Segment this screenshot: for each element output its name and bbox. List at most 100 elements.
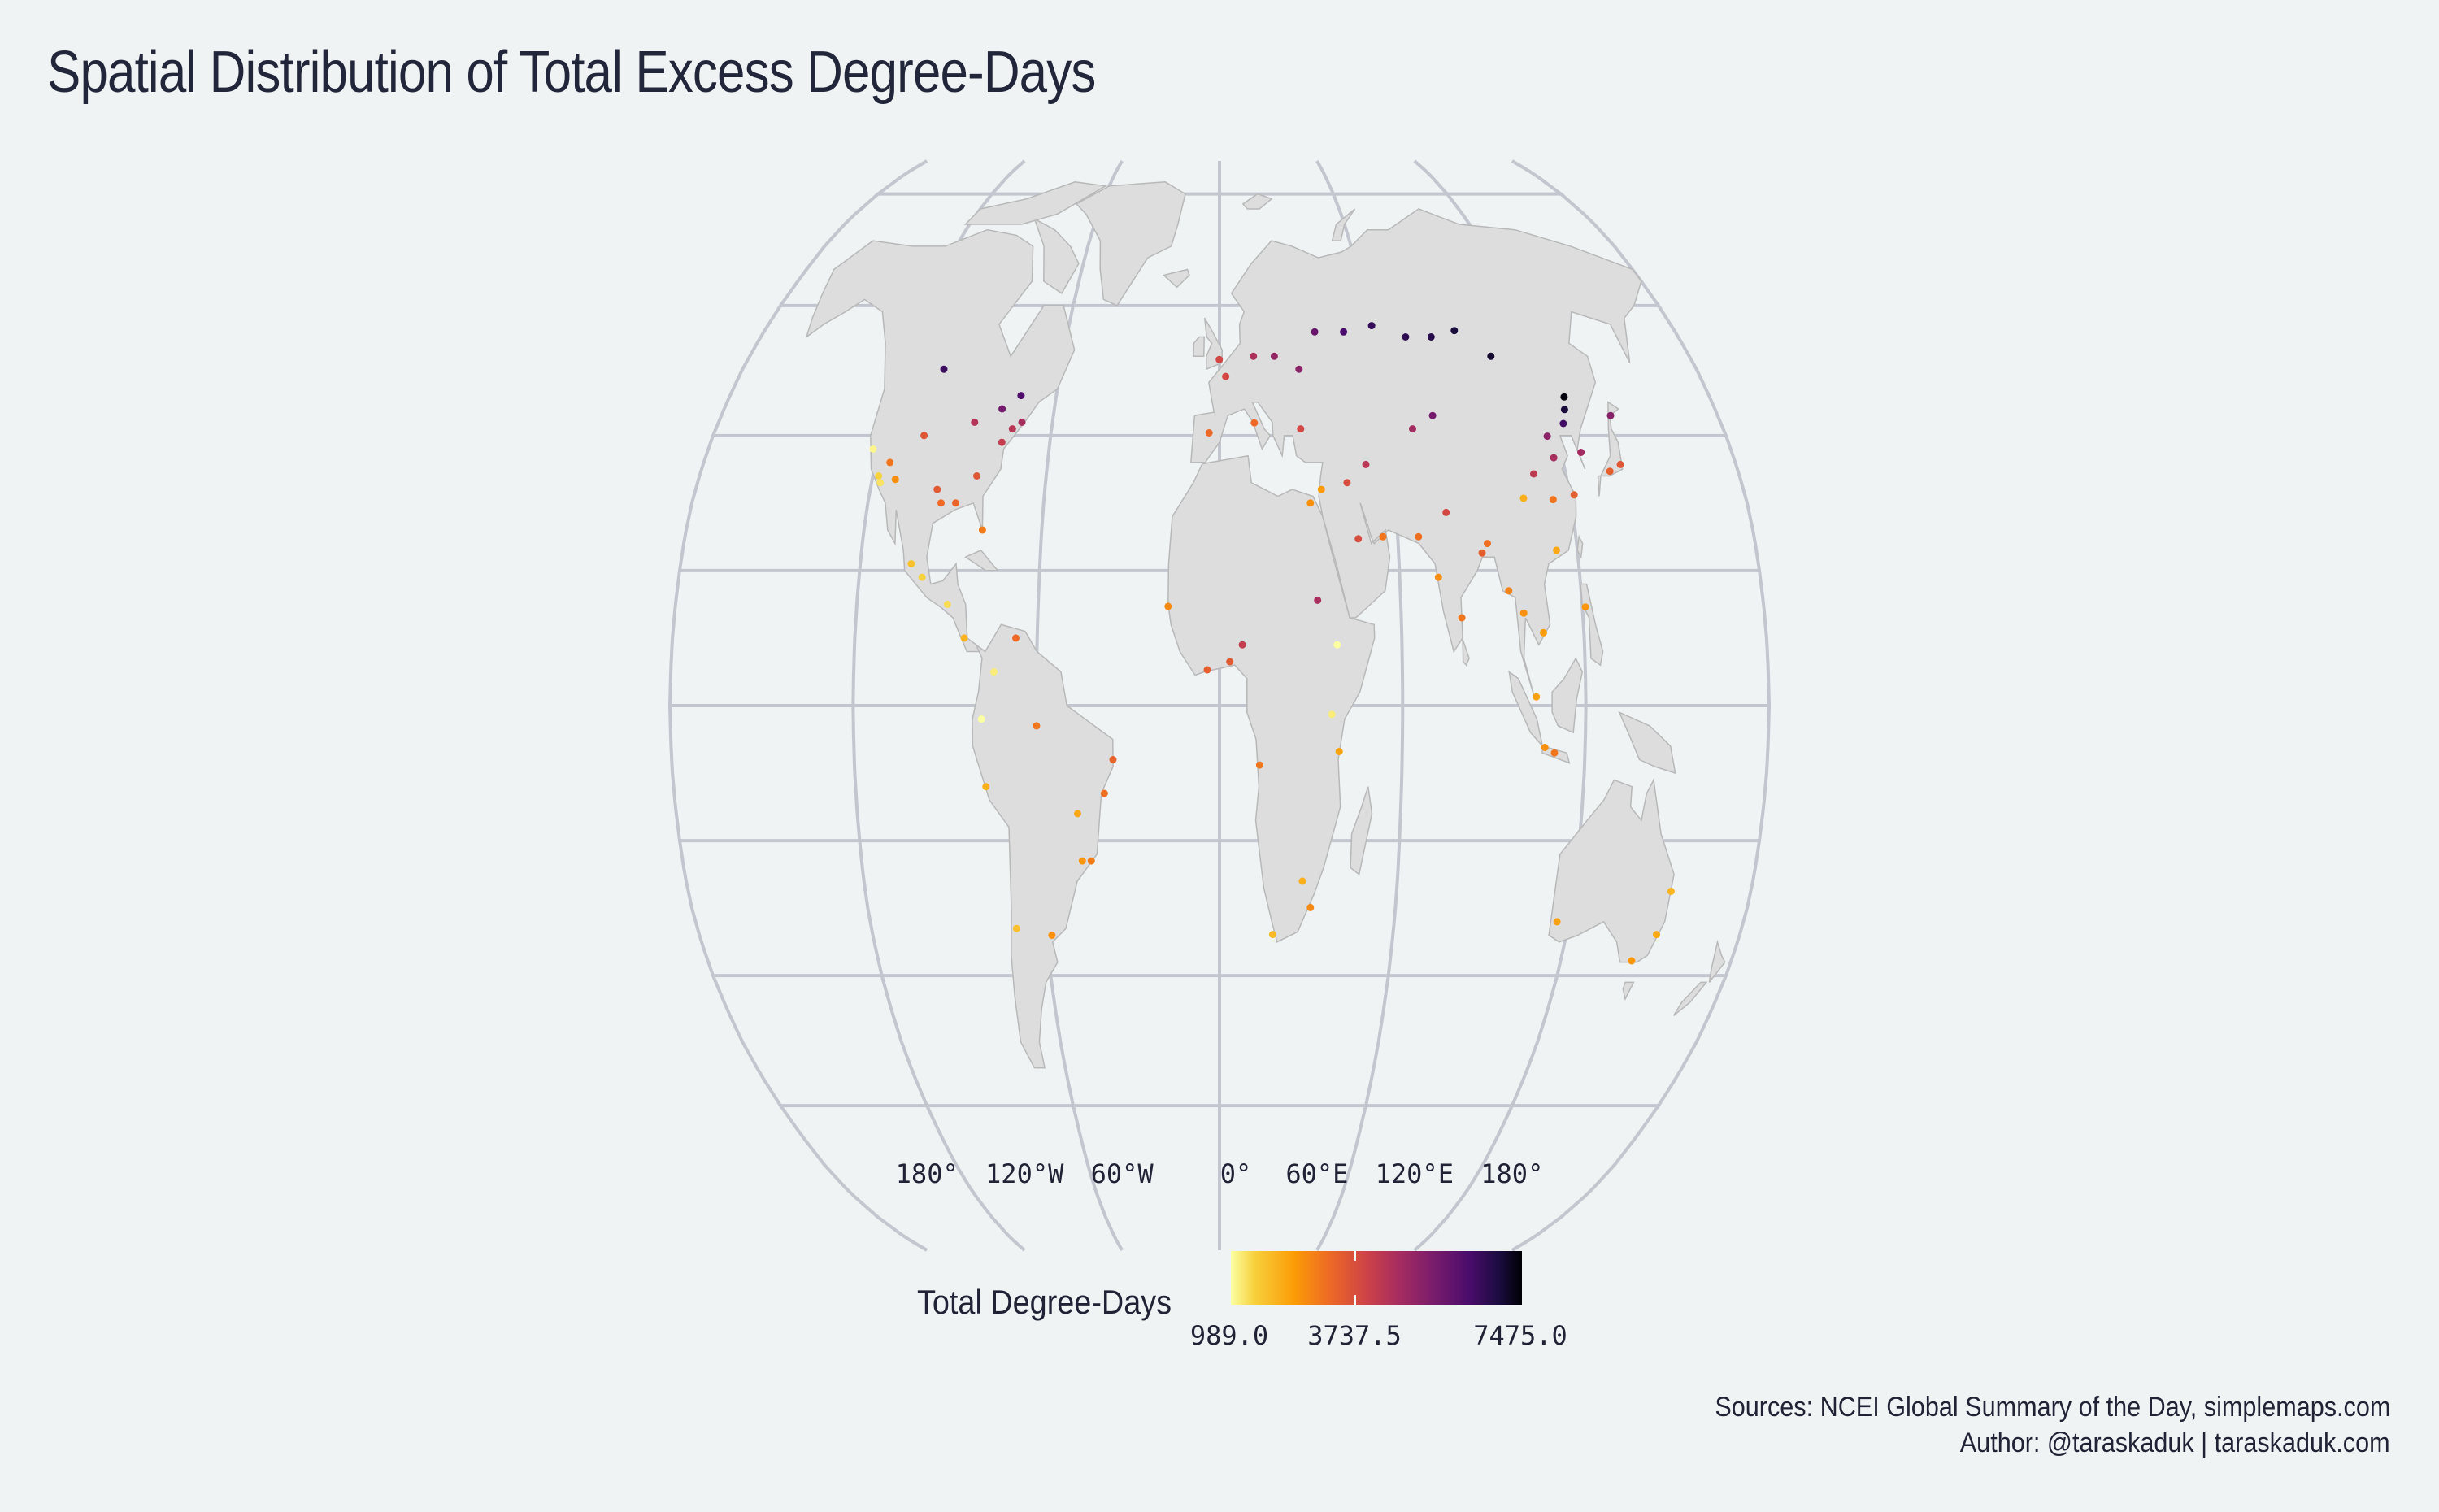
station-point — [1306, 499, 1315, 507]
station-point — [1250, 419, 1259, 427]
land-taiwan — [1576, 534, 1584, 559]
station-point — [886, 458, 894, 467]
station-point — [1298, 877, 1306, 885]
longitude-labels: 180° 120°W 60°W 0° 60°E 120°E 180° — [896, 1158, 1544, 1189]
station-point — [1335, 748, 1343, 755]
legend-colorbar — [1231, 1251, 1522, 1305]
station-point — [1427, 333, 1435, 341]
station-point — [1074, 810, 1081, 818]
longitude-label: 60°W — [1091, 1158, 1154, 1189]
station-point — [1311, 328, 1319, 336]
legend-tick-mark — [1354, 1295, 1356, 1305]
land-sri-lanka — [1462, 639, 1470, 667]
station-points — [869, 322, 1675, 965]
station-point — [1577, 449, 1585, 456]
station-point — [1560, 406, 1568, 414]
author-caption: Author: @taraskaduk | taraskaduk.com — [1960, 1427, 2390, 1458]
station-point — [1017, 392, 1025, 400]
land-new-zealand-s — [1672, 981, 1708, 1016]
station-point — [1012, 634, 1020, 642]
station-point — [1078, 857, 1086, 865]
station-point — [1458, 614, 1466, 622]
station-point — [998, 405, 1006, 413]
chart-title: Spatial Distribution of Total Excess Deg… — [47, 40, 1096, 105]
land-tasmania — [1622, 981, 1635, 1001]
station-point — [1606, 467, 1614, 476]
station-point — [920, 432, 928, 440]
station-point — [1226, 658, 1234, 666]
station-point — [937, 499, 945, 507]
station-point — [1297, 425, 1305, 433]
station-point — [1222, 372, 1230, 380]
station-point — [973, 472, 980, 480]
station-point — [1415, 532, 1423, 541]
station-point — [1550, 454, 1558, 462]
land-cuba — [964, 549, 999, 571]
land-sumatra — [1508, 670, 1544, 749]
station-point — [1549, 496, 1557, 504]
station-point — [1628, 957, 1636, 965]
station-point — [1343, 479, 1351, 487]
station-point — [1434, 573, 1442, 581]
station-point — [1012, 924, 1020, 932]
station-point — [1340, 328, 1348, 336]
station-point — [1540, 628, 1547, 637]
longitude-label: 120°W — [985, 1158, 1064, 1189]
station-point — [1018, 418, 1026, 426]
land-south-america — [972, 623, 1114, 1069]
station-point — [1268, 931, 1276, 939]
land-svalbard — [1241, 193, 1273, 210]
legend-tick-mid: 3737.5 — [1307, 1320, 1402, 1351]
station-point — [982, 783, 990, 791]
station-point — [1317, 485, 1325, 493]
graticule-meridian — [1511, 159, 1772, 1252]
station-point — [1560, 393, 1568, 401]
station-point — [1570, 491, 1578, 499]
graticule — [667, 159, 1772, 1252]
station-point — [1295, 365, 1303, 373]
land-arctic-islands — [963, 181, 1108, 225]
station-point — [1450, 327, 1459, 335]
land-novaya-zemlya — [1331, 208, 1356, 241]
station-point — [1314, 596, 1322, 604]
station-point — [998, 438, 1006, 446]
station-point — [1328, 710, 1336, 719]
station-point — [1533, 693, 1541, 701]
station-point — [977, 715, 985, 723]
longitude-label: 180° — [1480, 1158, 1543, 1189]
land-ireland — [1193, 336, 1205, 358]
station-point — [1581, 603, 1589, 611]
station-point — [1553, 546, 1560, 554]
station-point — [1530, 470, 1537, 478]
station-point — [1550, 749, 1559, 757]
station-point — [1541, 744, 1549, 751]
station-point — [933, 485, 941, 493]
station-point — [978, 526, 986, 534]
station-point — [1367, 322, 1376, 330]
station-point — [1409, 425, 1416, 433]
station-point — [1354, 535, 1363, 543]
longitude-label: 180° — [896, 1158, 959, 1189]
station-point — [1306, 903, 1315, 911]
station-point — [918, 573, 926, 581]
station-point — [1543, 432, 1551, 441]
station-point — [891, 476, 899, 484]
station-point — [1379, 532, 1387, 541]
land-madagascar — [1350, 786, 1373, 876]
station-point — [1519, 609, 1528, 617]
station-point — [1484, 540, 1491, 548]
station-point — [1100, 789, 1108, 797]
station-point — [1553, 918, 1561, 926]
station-point — [1505, 587, 1513, 595]
station-point — [876, 479, 885, 487]
station-point — [1215, 355, 1224, 363]
station-point — [1205, 429, 1213, 437]
station-point — [1087, 857, 1095, 865]
land-borneo — [1551, 657, 1584, 734]
station-point — [869, 445, 877, 453]
station-point — [990, 668, 998, 676]
station-point — [1478, 549, 1486, 557]
station-point — [1203, 666, 1211, 674]
land-baffin — [1033, 217, 1080, 294]
station-point — [1667, 888, 1675, 895]
